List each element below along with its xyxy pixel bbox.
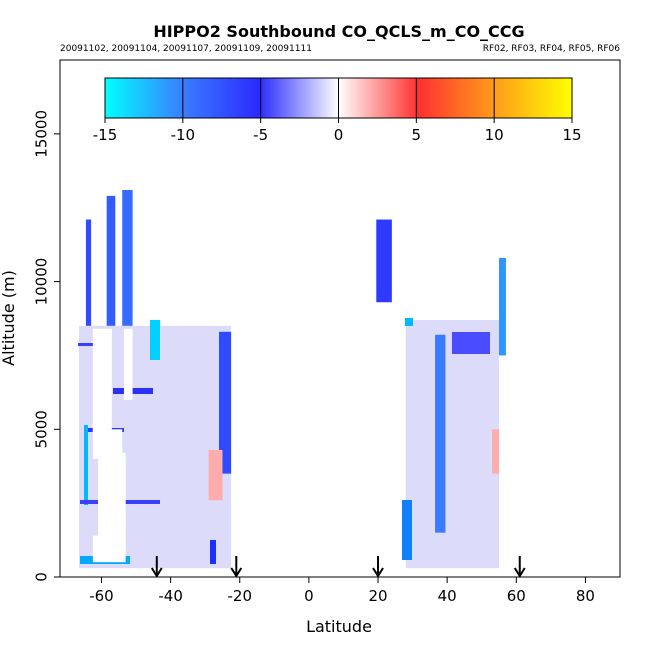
heatmap-region-north-tail-upper [376, 219, 392, 303]
y-tick-label: 0 [33, 572, 51, 582]
arrow-markers [150, 556, 526, 578]
arrow-marker-head [513, 567, 526, 578]
heatmap-region-north-column-high [499, 257, 506, 356]
heatmap-region-south-red-patch [208, 449, 223, 501]
arrow-marker-head [230, 567, 243, 578]
arrow-marker-head [150, 567, 163, 578]
heatmap-edge-stripe [84, 425, 88, 505]
colorbar-tick-label: -10 [171, 126, 196, 144]
y-tick-label: 15000 [33, 110, 51, 158]
x-tick-label: -20 [228, 587, 253, 605]
colorbar-tick-label: -5 [253, 126, 268, 144]
heatmap-edge-stripe [78, 343, 100, 346]
colorbar-tick-label: 5 [412, 126, 422, 144]
heatmap-region-north-strong-column [435, 334, 446, 533]
x-tick-label: 20 [368, 587, 387, 605]
heatmap-region-north-main-block [405, 319, 500, 569]
colorbar-tick-label: 15 [562, 126, 581, 144]
heatmap-edge-stripe [452, 332, 490, 354]
chart-title: HIPPO2 Southbound CO_QCLS_m_CO_CCG [153, 22, 524, 41]
heatmap-edge-stripe [210, 540, 216, 564]
colorbar-ticks: -15 -10 -5 0 5 10 15 [93, 78, 582, 144]
x-tick-label: 60 [507, 587, 526, 605]
colorbar-tick-label: -15 [93, 126, 118, 144]
colorbar-tick-label: 10 [485, 126, 504, 144]
x-tick-label: -40 [158, 587, 183, 605]
heatmap-edge-stripe [113, 388, 153, 394]
heatmap-region-south-column-2 [106, 195, 116, 326]
heatmap-region-far-south-column-1 [85, 219, 92, 326]
y-axis: 0 5000 10000 15000 [33, 110, 60, 582]
x-tick-label: -60 [89, 587, 114, 605]
y-axis-label: Altitude (m) [0, 270, 18, 366]
colorbar-tick-label: 0 [334, 126, 344, 144]
heatmap-gap [98, 452, 126, 542]
heatmap-edge-stripe [150, 320, 160, 360]
heatmap-edge-stripe [402, 500, 412, 560]
plot-frame [59, 59, 621, 578]
x-tick-label: 80 [576, 587, 595, 605]
y-tick-label: 10000 [33, 258, 51, 306]
heatmap-region-south-inner-strong [219, 331, 232, 474]
colorbar: -15 -10 -5 0 5 10 15 [93, 77, 582, 144]
x-axis: -60 -40 -20 0 20 40 60 80 [89, 577, 595, 605]
x-tick-label: 40 [438, 587, 457, 605]
heatmap-gap [92, 328, 112, 436]
heatmap-regions [78, 189, 506, 569]
x-axis-label: Latitude [306, 617, 372, 636]
flight-ids: RF02, RF03, RF04, RF05, RF06 [483, 44, 621, 54]
heatmap-edge-stripe [405, 318, 413, 326]
x-tick-label: 0 [304, 587, 314, 605]
heatmap-gap [92, 535, 126, 563]
flight-dates: 20091102, 20091104, 20091107, 20091109, … [60, 44, 312, 54]
heatmap-region-south-column-3 [122, 189, 133, 326]
y-tick-label: 5000 [33, 410, 51, 448]
heatmap-region-north-red-patch [492, 429, 500, 474]
heatmap-gap [123, 328, 133, 400]
arrow-marker-head [372, 567, 384, 578]
